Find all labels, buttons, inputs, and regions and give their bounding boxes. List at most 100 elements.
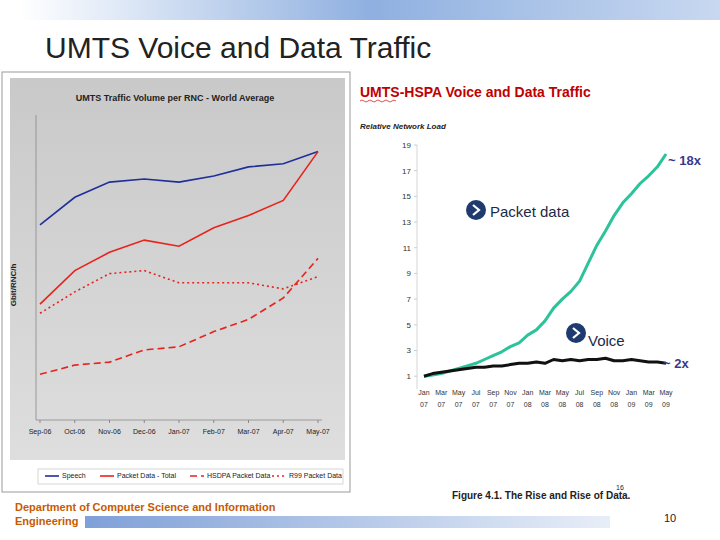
y-tick-label: 11 [403,244,412,253]
figure-caption: Figure 4.1. The Rise and Rise of Data. [452,490,631,501]
series-line [424,154,666,376]
x-tick-label: Sep 07 [487,389,500,408]
x-tick [144,420,145,423]
y-tick-label: 17 [402,167,411,176]
x-tick-label-part: 07 [507,401,515,408]
top-bar [20,0,720,20]
footer-bar [85,516,610,528]
x-tick-label: Jan-07 [168,428,190,435]
x-tick-label-part: Jul [575,389,584,396]
x-tick-label-part: Jan [418,389,429,396]
legend-swatch [272,475,286,477]
series-line [40,271,318,314]
x-tick-label: Jan 08 [522,389,533,408]
x-tick-label-part: 08 [576,401,584,408]
legend-label: Speech [62,472,86,480]
series-group [40,152,318,375]
y-axis-label: Gbit/RNC/h [9,264,18,307]
x-tick-label-part: 09 [628,401,636,408]
x-tick [74,420,75,423]
x-tick-label: Mar 08 [539,389,552,408]
x-tick [318,420,319,423]
x-tick-label: May09 [659,389,673,408]
x-tick-label-part: Nov [608,389,621,396]
y-tick-label: 5 [407,321,412,330]
x-tick-label: Nov-06 [98,428,121,435]
x-tick [248,420,249,423]
chart-subtitle: Relative Network Load [360,122,447,131]
y-tick-label: 9 [407,269,412,278]
label-icon [566,323,586,343]
x-tick-label: May07 [452,389,466,408]
x-tick [213,420,214,423]
x-tick-label-part: May [556,389,570,397]
x-tick-label-part: 08 [524,401,532,408]
series-line [424,358,666,376]
chart-panel [355,72,720,470]
x-tick-label: Dec-06 [133,428,156,435]
legend-swatch [100,475,114,477]
x-tick-label: Mar-07 [237,428,259,435]
annotation: ~ 2x [663,356,689,371]
legend-label: HSDPA Packet Data [207,472,270,479]
legend-box [38,469,343,484]
x-tick-label-part: Mar [435,389,448,396]
y-tick-label: 1 [407,372,412,381]
x-tick-label: Jul 08 [575,389,584,408]
x-tick-label-part: Sep [487,389,500,397]
y-tick-label: 3 [407,346,412,355]
x-tick-label: Mar 09 [643,389,656,408]
x-tick-label: Sep08 [591,389,604,408]
x-tick-label: Jan07 [418,389,429,408]
x-tick-label-part: Nov [504,389,517,396]
x-tick-label: Oct-06 [64,428,85,435]
y-tick [414,299,417,300]
x-tick-label-part: 07 [489,401,497,408]
label-chevron [573,328,579,338]
x-tick-label-part: 08 [541,401,549,408]
legend-label: Packet Data - Total [117,472,176,479]
x-tick-label: Nov 07 [504,389,517,408]
x-tick-label-part: 07 [437,401,445,408]
series-line [40,152,318,225]
chart-title: UMTS-HSPA Voice and Data Traffic [360,84,591,100]
y-tick [414,170,417,171]
x-tick-label-part: Jan [626,389,637,396]
x-tick-label: Jul 07 [471,389,480,408]
y-tick [414,222,417,223]
x-tick-label-part: 09 [645,401,653,408]
x-tick-label: Sep-06 [29,428,52,436]
x-tick-label-part: May [659,389,673,397]
legend-swatch [45,475,59,477]
x-tick-label: Nov08 [608,389,621,408]
x-tick-label-part: Jul [471,389,480,396]
y-axis-line [417,145,418,389]
x-tick-label: Mar 07 [435,389,448,408]
y-tick [414,273,417,274]
y-tick-label: 13 [402,218,411,227]
x-tick-label-part: 07 [472,401,480,408]
slide-canvas: UMTS Voice and Data TrafficUMTS Traffic … [0,0,720,540]
x-tick-label-part: 08 [558,401,566,408]
x-tick-label-part: Sep [591,389,604,397]
x-tick-label-part: Mar [643,389,656,396]
slide: UMTS Voice and Data TrafficUMTS Traffic … [0,0,720,540]
caption-note: 16 [616,484,624,491]
series-line [40,258,318,374]
slide-title: UMTS Voice and Data Traffic [45,31,431,64]
series-group [424,154,666,376]
series-line [40,152,318,305]
x-tick [109,420,110,423]
x-tick-label: Jan 09 [626,389,637,408]
legend-label: R99 Packet Data [289,472,342,479]
series-label: Voice [588,332,625,349]
plot-background [10,78,345,460]
x-tick-label: May 08 [556,389,570,408]
x-tick-label-part: Mar [539,389,552,396]
x-tick-label-part: 07 [455,401,463,408]
x-tick-label-part: Jan [522,389,533,396]
x-tick [40,420,41,423]
y-tick [414,376,417,377]
x-tick-label: Feb-07 [203,428,225,435]
footer: Department of Computer Science and Infor… [15,500,305,528]
